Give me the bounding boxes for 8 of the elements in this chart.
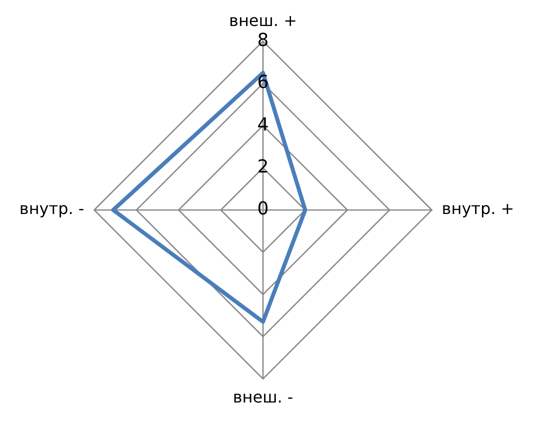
- spoke-label: внеш. -: [232, 388, 294, 407]
- y-tick-label: 8: [257, 30, 269, 51]
- y-tick-label: 4: [257, 114, 269, 136]
- spoke-label: внутр. +: [442, 199, 514, 218]
- spoke-label: внеш. +: [229, 10, 297, 30]
- spoke-label: внутр. -: [19, 199, 84, 218]
- y-tick-label: 2: [257, 156, 269, 178]
- y-tick-label: 0: [257, 198, 269, 220]
